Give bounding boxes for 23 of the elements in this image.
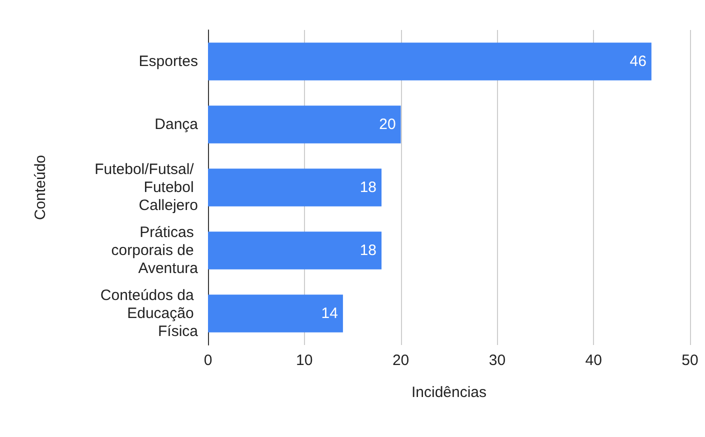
bar xyxy=(208,42,652,80)
y-tick-label: Práticas corporais de Aventura xyxy=(111,224,199,277)
x-tick-label: 0 xyxy=(204,352,212,369)
y-tick-label: Futebol/Futsal/ Futebol Callejero xyxy=(94,161,198,214)
data-label: 14 xyxy=(321,305,338,322)
y-tick-label: Conteúdos da Educação Física xyxy=(100,287,199,340)
x-tick-label: 10 xyxy=(296,352,313,369)
data-label: 20 xyxy=(379,116,396,133)
bar xyxy=(208,294,343,332)
x-tick-label: 20 xyxy=(392,352,410,369)
x-tick-label: 40 xyxy=(585,352,602,369)
bar xyxy=(208,168,382,206)
y-tick-label: Esportes xyxy=(138,53,198,70)
data-label: 46 xyxy=(630,53,646,70)
data-label: 18 xyxy=(360,179,377,196)
y-axis-title: Conteúdo xyxy=(32,154,49,220)
x-tick-label: 50 xyxy=(682,352,698,369)
y-tick-label: Dança xyxy=(154,116,199,133)
x-axis-title: Incidências xyxy=(411,384,487,401)
data-label: 18 xyxy=(360,242,377,259)
x-tick-label: 30 xyxy=(488,352,506,369)
bar xyxy=(208,106,401,144)
bar xyxy=(208,232,382,270)
